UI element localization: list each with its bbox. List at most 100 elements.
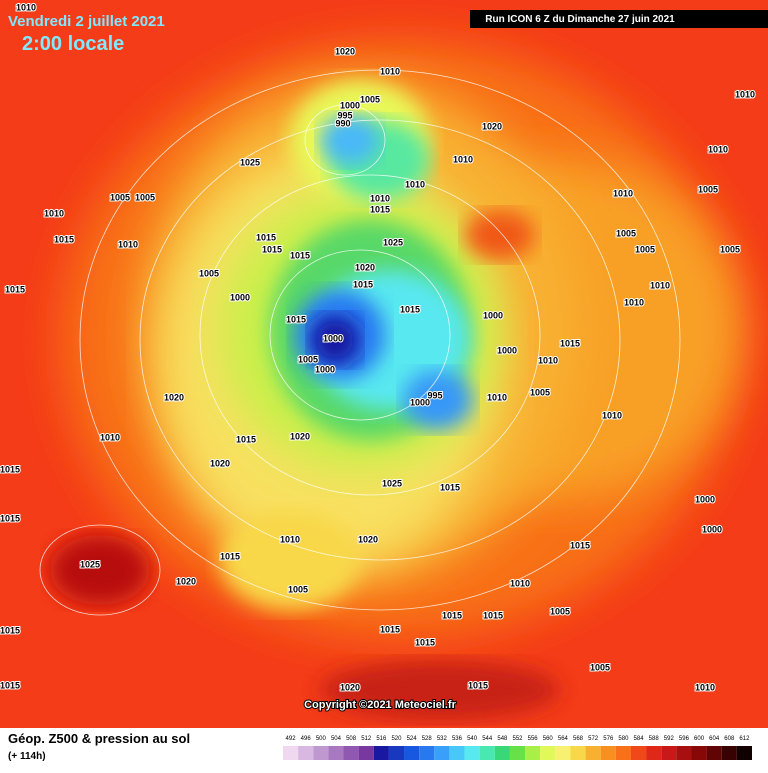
legend-label: 572 [588,736,599,742]
pressure-label: 1005 [635,244,655,254]
pressure-label: 1025 [382,478,402,488]
legend-swatch [600,746,616,760]
legend-swatch [540,746,556,760]
legend-swatch [646,746,662,760]
legend-swatch [721,746,737,760]
pressure-label: 1000 [340,100,360,110]
legend-label: 524 [407,736,418,742]
pressure-label: 1025 [240,157,260,167]
legend-label: 584 [634,736,645,742]
legend-swatch [328,746,344,760]
legend-swatch [404,746,420,760]
pressure-label: 1000 [323,333,343,343]
legend-swatch [343,746,359,760]
pressure-label: 1000 [230,292,250,302]
legend-swatch [313,746,329,760]
pressure-label: 1010 [380,66,400,76]
date: Vendredi 2 juillet 2021 [8,13,165,30]
pressure-label: 1010 [453,154,473,164]
pressure-label: 1020 [176,576,196,586]
legend-swatch [570,746,586,760]
legend-label: 600 [694,736,705,742]
pressure-label: 1015 [353,279,373,289]
pressure-label: 1020 [164,392,184,402]
pressure-label: 1010 [44,208,64,218]
run-box [470,10,768,28]
pressure-label: 1010 [100,432,120,442]
legend-swatch [479,746,495,760]
legend-label: 548 [497,736,508,742]
pressure-label: 1000 [410,397,430,407]
pressure-label: 1015 [286,314,306,324]
pressure-label: 1000 [315,364,335,374]
pressure-label: 1010 [613,188,633,198]
pressure-label: 995 [337,110,352,120]
pressure-label: 1005 [550,606,570,616]
legend-swatch [585,746,601,760]
pressure-label: 1005 [288,584,308,594]
legend-swatch [464,746,480,760]
legend-label: 536 [452,736,463,742]
pressure-label: 1005 [698,184,718,194]
pressure-label: 1025 [383,237,403,247]
legend-swatch [615,746,631,760]
legend-swatch [298,746,314,760]
legend-swatch [388,746,405,760]
pressure-label: 1010 [118,239,138,249]
pressure-label: 1020 [335,46,355,56]
legend-swatch [494,746,510,760]
legend-label: 496 [301,736,312,742]
pressure-label: 1015 [0,464,20,474]
pressure-label: 1000 [483,310,503,320]
pressure-label: 1010 [370,193,390,203]
pressure-label: 1010 [602,410,622,420]
legend-label: 564 [558,736,569,742]
pressure-label: 1015 [0,625,20,635]
pressure-label: 1015 [290,250,310,260]
legend-label: 560 [543,736,554,742]
legend-swatch [525,746,541,760]
pressure-label: 1005 [616,228,636,238]
legend-swatch [373,746,389,760]
legend-label: 608 [724,736,735,742]
pressure-label: 1010 [538,355,558,365]
legend-swatch [509,746,526,760]
pressure-label: 1015 [54,234,74,244]
legend-swatch [449,746,465,760]
pressure-labels: 1010102010101005100099599010251020101010… [0,1,756,693]
pressure-label: 1015 [220,551,240,561]
legend-label: 500 [316,736,327,742]
legend-label: 604 [709,736,720,742]
run-text: Run ICON 6 Z du Dimanche 27 juin 2021 [485,14,675,25]
footer-title: Géop. Z500 & pression au sol [8,731,190,746]
legend-label: 552 [512,736,523,742]
pressure-label: 1020 [340,682,360,692]
legend-label: 556 [528,736,539,742]
legend-label: 588 [649,736,660,742]
pressure-label: 1015 [570,540,590,550]
pressure-label: 1010 [650,280,670,290]
pressure-label: 1015 [0,513,20,523]
pressure-label: 1010 [735,89,755,99]
legend-label: 592 [664,736,675,742]
legend-label: 528 [422,736,433,742]
pressure-label: 1015 [415,637,435,647]
legend-label: 520 [391,736,402,742]
pressure-label: 1015 [440,482,460,492]
pressure-label: 1005 [199,268,219,278]
pressure-label: 1015 [380,624,400,634]
pressure-label: 1010 [624,297,644,307]
pressure-label: 1010 [695,682,715,692]
pressure-label: 1005 [298,354,318,364]
pressure-label: 1005 [720,244,740,254]
legend-label: 492 [286,736,297,742]
legend-swatch [676,746,692,760]
legend-swatch [691,746,707,760]
pressure-label: 1025 [80,559,100,569]
legend-label: 512 [361,736,372,742]
legend: 492 496 500 504 508 512 516 520 524 528 532 536 540 5… [283,736,752,760]
legend-label: 532 [437,736,448,742]
legend-swatch [283,746,299,760]
pressure-label: 1020 [482,121,502,131]
